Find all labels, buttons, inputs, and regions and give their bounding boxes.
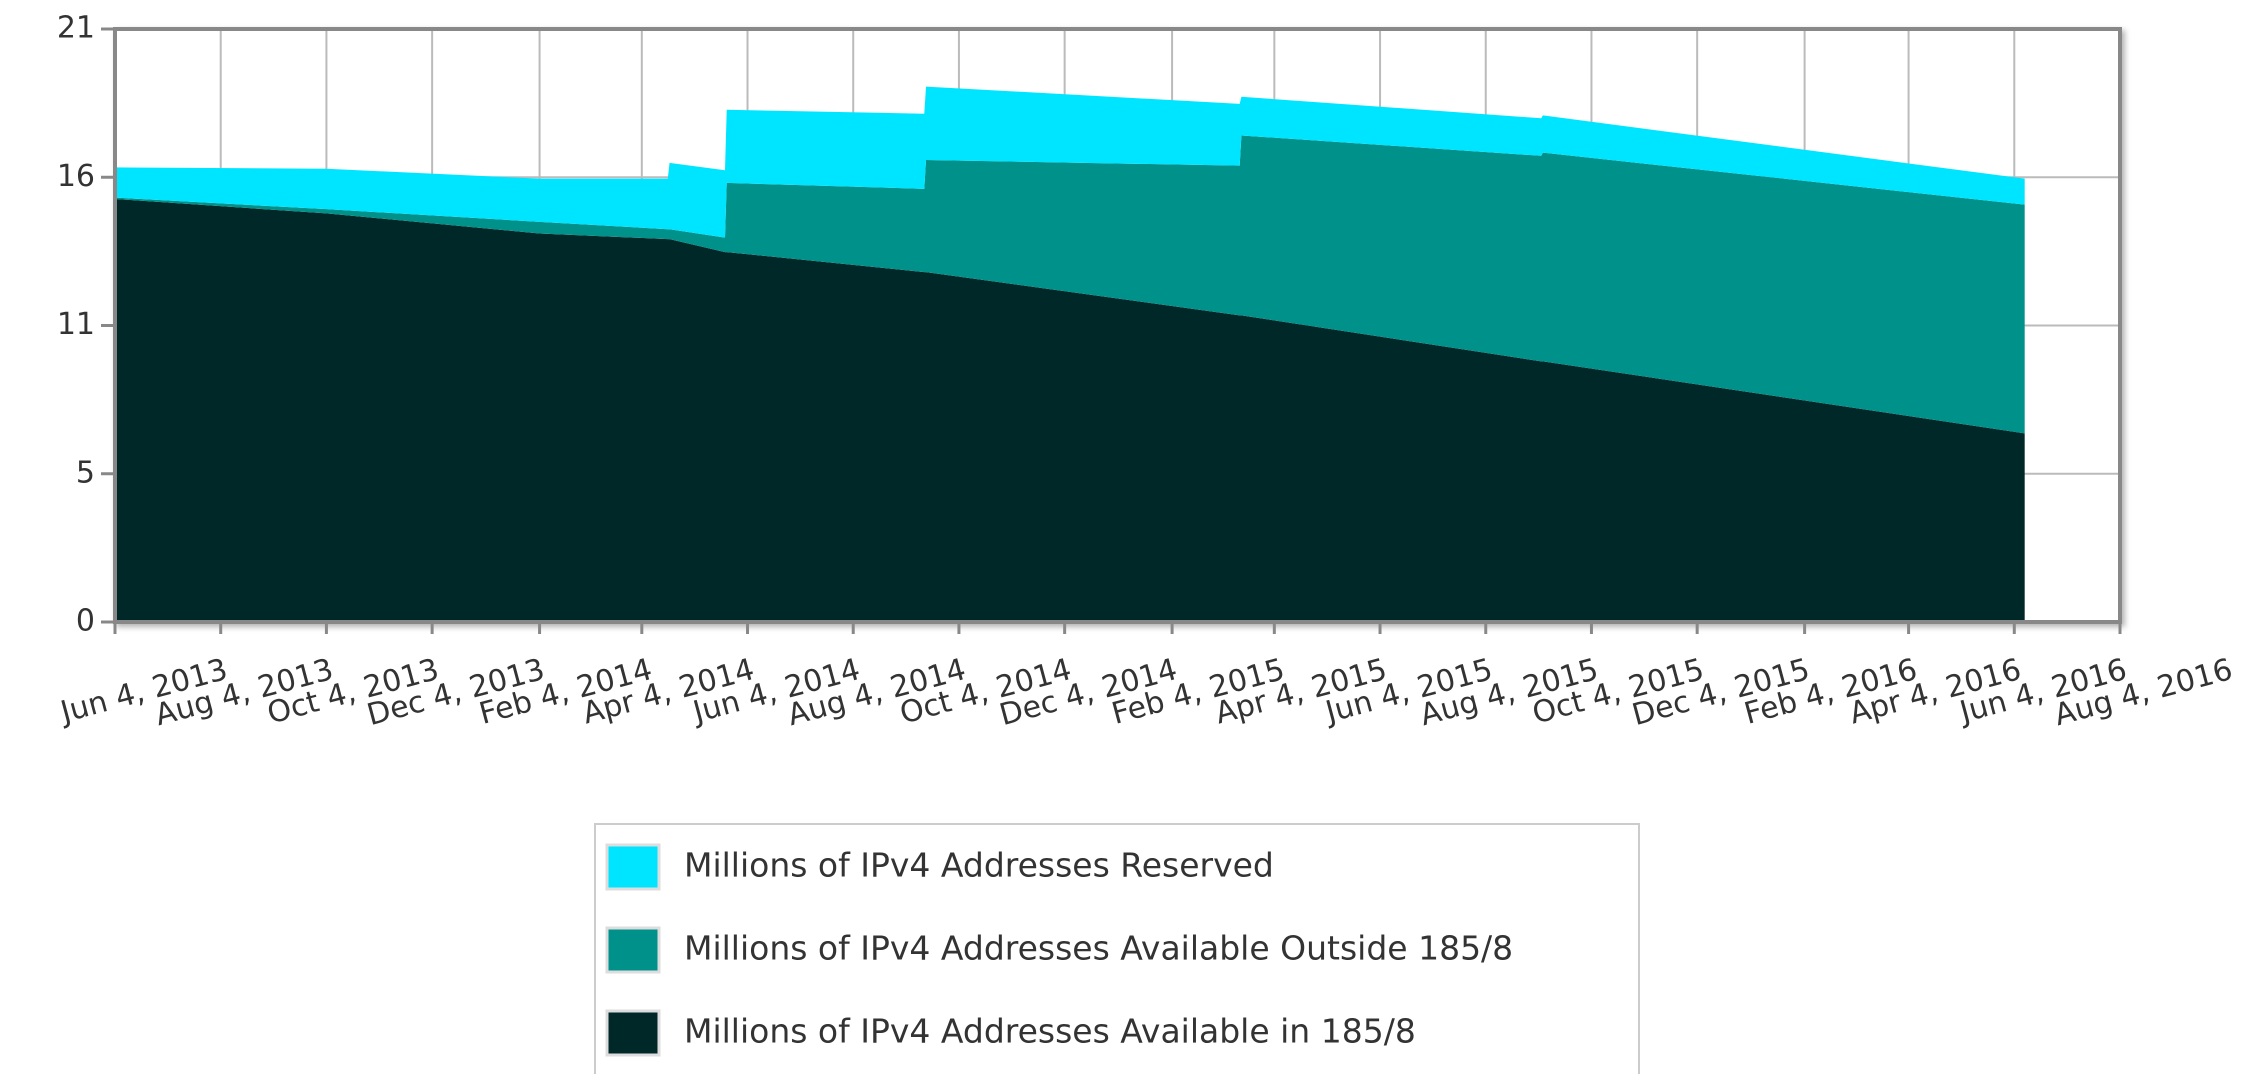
legend-swatch — [605, 843, 661, 891]
legend-label: Millions of IPv4 Addresses Available Out… — [684, 929, 1513, 968]
legend-label: Millions of IPv4 Addresses Reserved — [684, 846, 1274, 885]
areas — [115, 86, 2025, 622]
y-tick-label: 11 — [57, 307, 95, 342]
legend-swatch — [605, 1009, 661, 1057]
y-tick-label: 5 — [76, 455, 95, 490]
y-tick-label: 21 — [57, 11, 95, 46]
area — [115, 135, 2025, 434]
legend-label: Millions of IPv4 Addresses Available in … — [684, 1012, 1416, 1051]
area — [115, 198, 2025, 622]
legend — [594, 823, 1640, 1074]
legend-swatch — [605, 926, 661, 974]
legend-items: Millions of IPv4 Addresses Reserved Milli… — [605, 843, 1513, 1057]
y-tick-label: 0 — [76, 604, 95, 639]
y-tick-label: 16 — [57, 159, 95, 194]
area — [115, 86, 2025, 238]
